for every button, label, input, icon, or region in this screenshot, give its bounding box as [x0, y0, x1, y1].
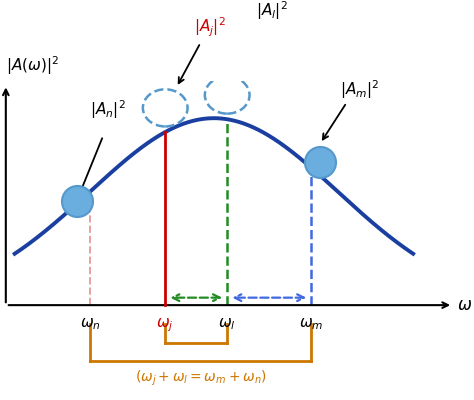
Text: $\omega_n$: $\omega_n$: [80, 316, 100, 332]
Text: $|A_j|^2$: $|A_j|^2$: [194, 16, 226, 39]
Text: $|A_m|^2$: $|A_m|^2$: [340, 78, 380, 100]
Text: $|A_n|^2$: $|A_n|^2$: [90, 98, 126, 121]
Text: $\left(\omega_j + \omega_l = \omega_m + \omega_n\right)$: $\left(\omega_j + \omega_l = \omega_m + …: [135, 369, 266, 388]
Text: $\omega_l$: $\omega_l$: [219, 316, 236, 332]
Text: $\omega_m$: $\omega_m$: [299, 316, 324, 332]
Text: $|A_l|^2$: $|A_l|^2$: [256, 0, 288, 22]
Point: [316, 159, 324, 166]
Text: $\omega_j$: $\omega_j$: [156, 316, 174, 334]
Text: $|A(\omega)|^2$: $|A(\omega)|^2$: [6, 54, 59, 77]
Point: [73, 198, 81, 204]
Text: $\omega$: $\omega$: [457, 296, 473, 314]
